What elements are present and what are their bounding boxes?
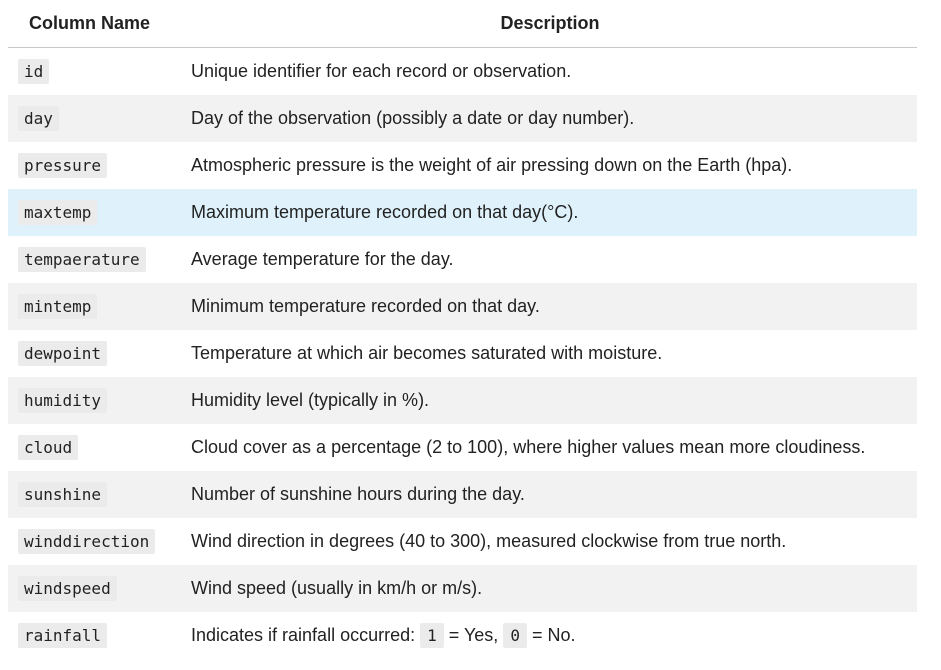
column-description: Humidity level (typically in %). [191,390,430,410]
column-name-header: Column Name [8,0,183,48]
data-dictionary-table-container: Column Name Description id Unique identi… [8,0,917,659]
column-description: Minimum temperature recorded on that day… [191,296,540,316]
column-name-code: winddirection [18,528,156,554]
column-name-code: sunshine [18,481,108,507]
column-description: Maximum temperature recorded on that day… [191,202,579,222]
no-value-code: 0 [503,622,527,648]
rainfall-description-prefix: Indicates if rainfall occurred: [191,624,421,645]
column-description: Wind direction in degrees (40 to 300), m… [191,531,787,551]
table-row: mintemp Minimum temperature recorded on … [8,282,917,330]
table-header-row: Column Name Description [8,0,917,48]
column-name-code: pressure [18,152,108,178]
table-row: pressure Atmospheric pressure is the wei… [8,142,917,189]
table-row: sunshine Number of sunshine hours during… [8,470,917,518]
yes-text: = Yes, [443,624,504,645]
column-name-code: windspeed [18,575,117,601]
table-row: winddirection Wind direction in degrees … [8,518,917,565]
column-description: Temperature at which air becomes saturat… [191,343,663,363]
column-name-code: mintemp [18,293,98,319]
yes-value-code: 1 [420,622,444,648]
table-row: dewpoint Temperature at which air become… [8,330,917,377]
column-name-code: rainfall [18,622,108,648]
column-name-code: day [18,105,59,131]
table-row: humidity Humidity level (typically in %)… [8,376,917,424]
column-description: Unique identifier for each record or obs… [191,61,572,82]
column-description: Wind speed (usually in km/h or m/s). [191,578,483,598]
column-name-code: humidity [18,387,108,413]
table-row-highlighted: maxtemp Maximum temperature recorded on … [8,188,917,236]
table-row: windspeed Wind speed (usually in km/h or… [8,564,917,612]
column-description: Cloud cover as a percentage (2 to 100), … [191,437,866,457]
description-header: Description [183,0,917,48]
column-description: Average temperature for the day. [191,249,454,269]
column-name-code: maxtemp [18,199,98,225]
column-description: Number of sunshine hours during the day. [191,484,525,504]
column-description: Atmospheric pressure is the weight of ai… [191,155,793,175]
table-row: day Day of the observation (possibly a d… [8,94,917,142]
data-dictionary-table: Column Name Description id Unique identi… [8,0,917,659]
column-description: Day of the observation (possibly a date … [191,108,635,128]
column-description: Indicates if rainfall occurred: 1 = Yes,… [183,612,917,659]
table-row: tempaerature Average temperature for the… [8,236,917,283]
table-row: cloud Cloud cover as a percentage (2 to … [8,424,917,471]
column-name-code: id [18,58,50,84]
column-name-code: tempaerature [18,246,146,272]
table-row: id Unique identifier for each record or … [8,48,917,95]
column-name-code: cloud [18,434,79,460]
column-name-code: dewpoint [18,340,108,366]
table-row: rainfall Indicates if rainfall occurred:… [8,612,917,659]
no-text: = No. [526,624,576,645]
